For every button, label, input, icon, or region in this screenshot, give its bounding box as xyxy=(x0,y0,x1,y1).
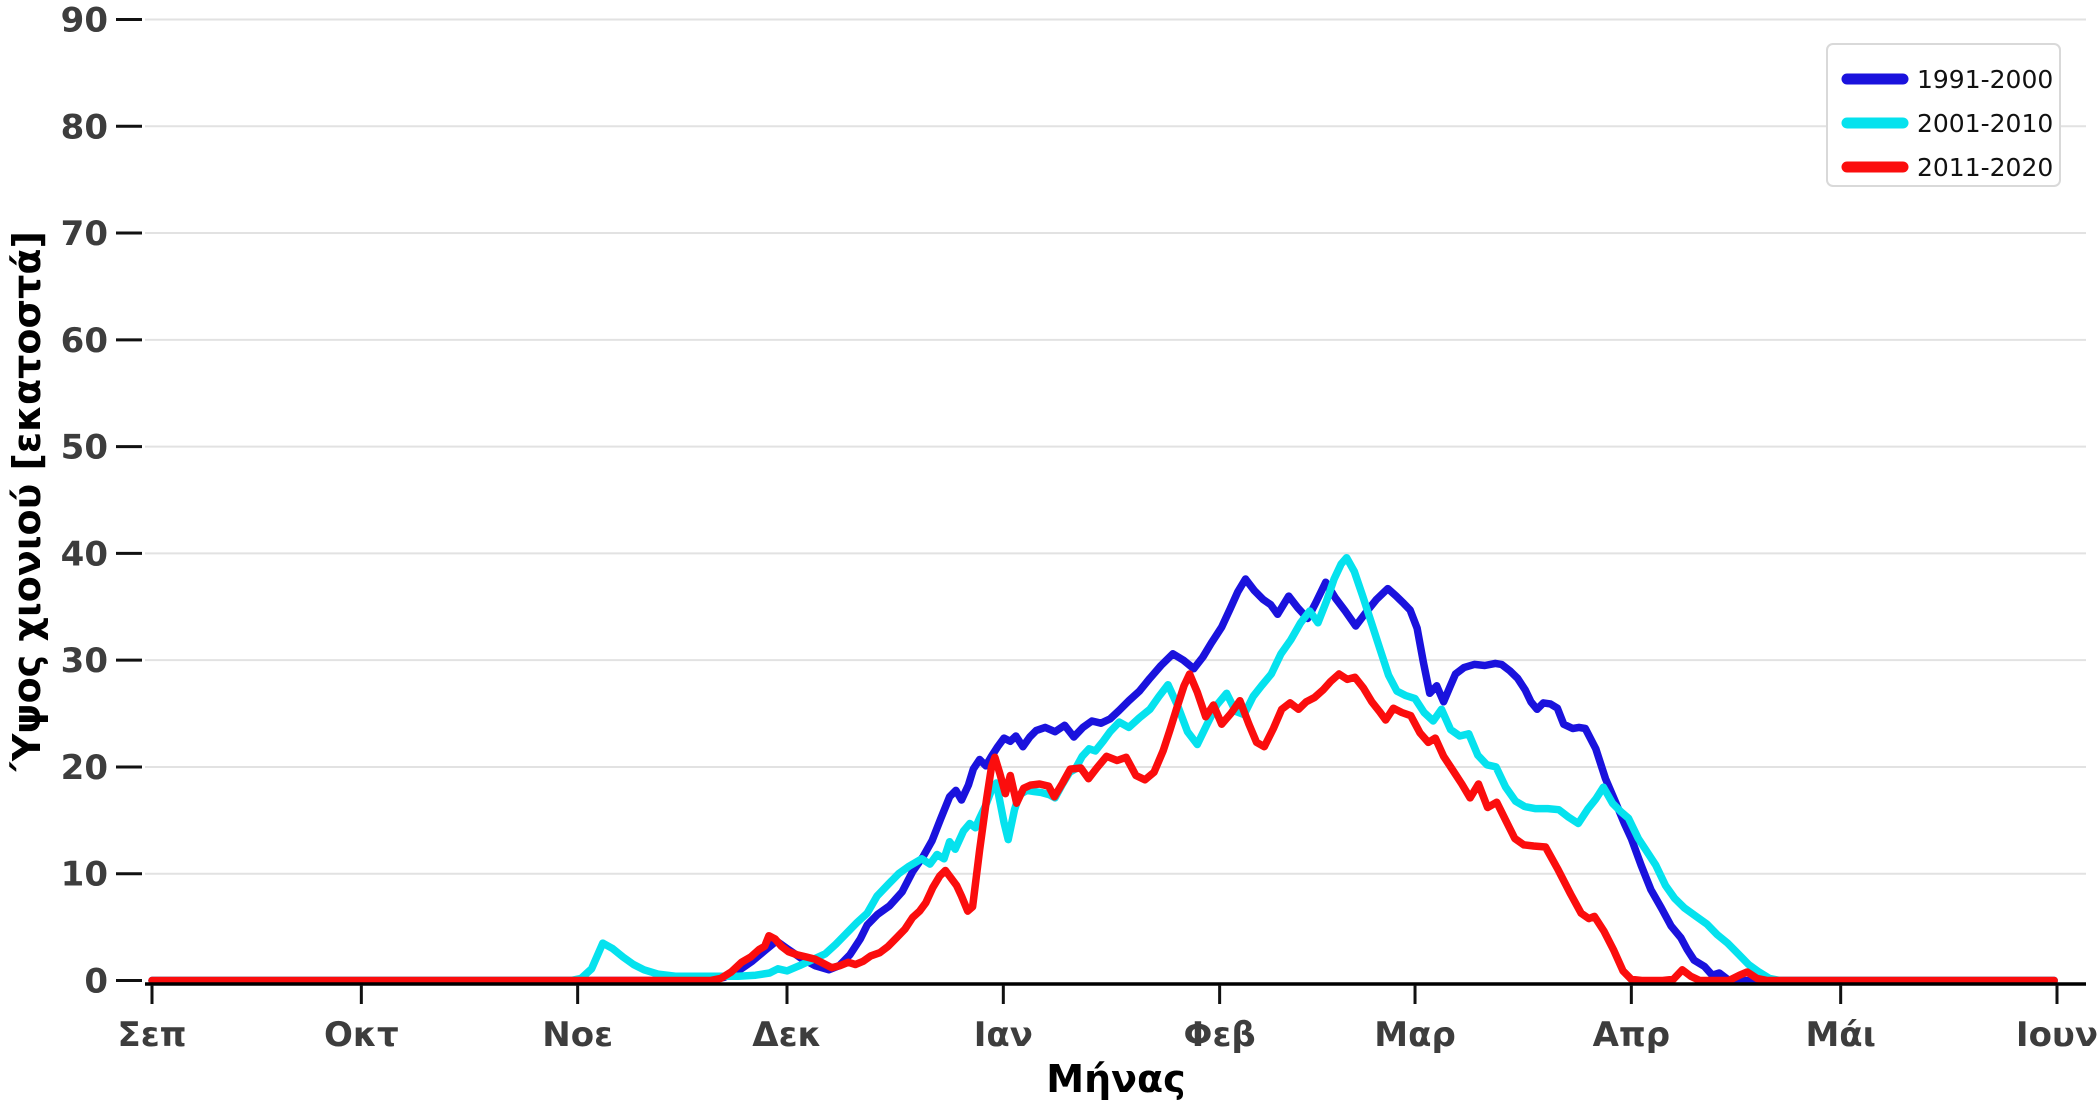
legend-label-2011-2020: 2011-2020 xyxy=(1917,153,2053,182)
gridlines xyxy=(145,18,2086,875)
legend: 1991-2000 2001-2010 2011-2020 xyxy=(1826,43,2061,187)
x-tick-label-Ιαν: Ιαν xyxy=(974,1015,1033,1055)
y-tick-label: 0 xyxy=(84,962,108,1002)
x-tick-label-Μαρ: Μαρ xyxy=(1374,1015,1456,1055)
x-tick-label-Σεπ: Σεπ xyxy=(117,1015,186,1055)
y-tick-label: 40 xyxy=(61,534,108,574)
series-line-1991-2000 xyxy=(148,575,2058,985)
y-tick-label: 50 xyxy=(61,428,108,468)
legend-label-1991-2000: 1991-2000 xyxy=(1917,65,2053,94)
x-tick-label-Οκτ: Οκτ xyxy=(324,1015,399,1055)
y-tick-label: 80 xyxy=(61,107,108,147)
x-tick-label-Νοε: Νοε xyxy=(542,1015,613,1055)
y-tick-label: 30 xyxy=(61,641,108,681)
x-tick-label-Φεβ: Φεβ xyxy=(1184,1015,1256,1055)
y-axis-title: Ύψος χιονιού [εκατοστά] xyxy=(5,231,49,773)
y-tick-label: 90 xyxy=(61,1,108,41)
x-tick-label-Μάι: Μάι xyxy=(1805,1015,1875,1055)
y-tick-label: 10 xyxy=(61,855,108,895)
x-tick-label-Δεκ: Δεκ xyxy=(752,1015,821,1055)
x-axis-title: Μήνας xyxy=(1046,1057,1185,1101)
y-tick-label: 20 xyxy=(61,748,108,788)
y-tick-label: 70 xyxy=(61,214,108,254)
series-line-2011-2020 xyxy=(148,670,2058,985)
data-series xyxy=(148,553,2058,985)
legend-label-2001-2010: 2001-2010 xyxy=(1917,109,2053,138)
series-line-2001-2010 xyxy=(148,553,2058,985)
axes: 0 10 20 30 40 50 60 70 80 90 Σεπ Οκτ Νοε Δεκ Ιαν Φεβ Μαρ… xyxy=(61,1,2098,1056)
x-tick-label-Ιουν: Ιουν xyxy=(2016,1015,2098,1055)
y-tick-label: 60 xyxy=(61,321,108,361)
x-tick-label-Απρ: Απρ xyxy=(1593,1015,1671,1055)
